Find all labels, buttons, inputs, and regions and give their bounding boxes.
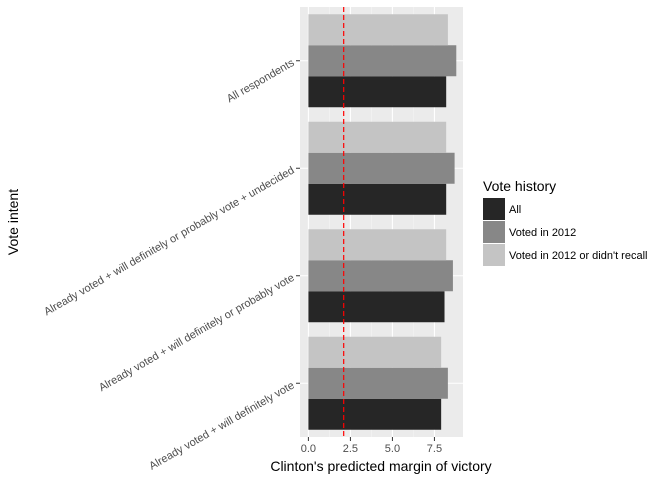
y-axis-title: Vote intent <box>5 189 21 255</box>
y-tick-label: All respondents <box>225 57 297 106</box>
bar <box>308 183 447 215</box>
y-axis-ticks: All respondents Already voted + will defi… <box>42 57 300 473</box>
x-axis-ticks: 0.0 2.5 5.0 7.5 <box>301 437 442 455</box>
legend-label: Voted in 2012 <box>509 227 576 239</box>
x-axis-title: Clinton's predicted margin of victory <box>270 458 491 474</box>
bar <box>308 336 442 368</box>
bar <box>308 367 448 399</box>
bar <box>308 152 455 184</box>
bar <box>308 229 447 261</box>
bar <box>308 260 453 292</box>
legend-title: Vote history <box>483 178 556 194</box>
y-tick-label: Already voted + will definitely or proba… <box>97 272 297 394</box>
legend-key <box>483 244 505 266</box>
bar <box>308 45 457 77</box>
x-tick-label: 5.0 <box>385 443 400 455</box>
bar <box>308 14 448 46</box>
bar <box>308 398 442 430</box>
bar <box>308 76 447 108</box>
x-tick-label: 7.5 <box>427 443 442 455</box>
legend-label: Voted in 2012 or didn't recall <box>509 250 647 262</box>
bar <box>308 291 445 323</box>
legend-key <box>483 221 505 243</box>
legend-label: All <box>509 204 521 216</box>
legend-key <box>483 198 505 220</box>
x-tick-label: 0.0 <box>301 443 316 455</box>
legend: Vote history All Voted in 2012 Voted in 20… <box>483 178 647 266</box>
bar <box>308 121 447 153</box>
bars <box>308 14 457 430</box>
x-tick-label: 2.5 <box>343 443 358 455</box>
